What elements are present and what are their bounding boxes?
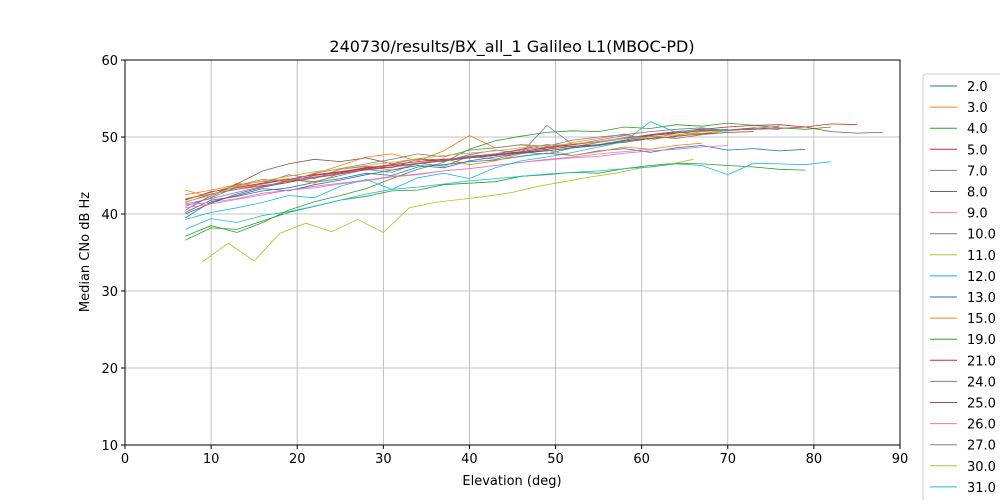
legend-label: 25.0 xyxy=(967,397,996,412)
series-line-4.0 xyxy=(185,162,806,241)
series-lines xyxy=(185,121,883,263)
series-line-19.0 xyxy=(185,122,832,237)
legend-label: 9.0 xyxy=(967,207,988,222)
x-tick-label: 40 xyxy=(461,452,478,467)
x-tick-label: 10 xyxy=(203,452,220,467)
x-tick-label: 70 xyxy=(720,452,737,467)
y-axis-label: Median CNo dB Hz xyxy=(78,192,93,312)
legend-label: 3.0 xyxy=(967,101,988,116)
series-line-25.0 xyxy=(185,126,883,215)
x-tick-label: 20 xyxy=(289,452,306,467)
legend-label: 7.0 xyxy=(967,164,988,179)
x-tick-label: 30 xyxy=(375,452,392,467)
series-line-26.0 xyxy=(185,148,651,209)
y-tick-label: 40 xyxy=(101,208,118,223)
legend-label: 21.0 xyxy=(967,354,996,369)
y-tick-label: 20 xyxy=(101,362,118,377)
series-line-27.0 xyxy=(185,125,780,200)
legend-label: 11.0 xyxy=(967,249,996,264)
series-line-12.0 xyxy=(185,161,832,230)
legend-label: 5.0 xyxy=(967,143,988,158)
series-line-21.0 xyxy=(185,123,857,201)
series-line-2.0 xyxy=(185,145,806,213)
y-tick-label: 50 xyxy=(101,131,118,146)
plot-frame xyxy=(124,59,901,446)
legend-label: 15.0 xyxy=(967,312,996,327)
legend-label: 12.0 xyxy=(967,270,996,285)
x-tick-label: 80 xyxy=(806,452,823,467)
legend-label: 19.0 xyxy=(967,333,996,348)
y-tick-label: 60 xyxy=(101,54,118,69)
x-tick-label: 60 xyxy=(633,452,650,467)
legend: 2.0 3.0 4.0 5.0 7.0 8.0 9.0 10.0 11.0 12.0 13.0 15.… xyxy=(922,73,1000,504)
legend-label: 8.0 xyxy=(967,186,988,201)
series-line-13.0 xyxy=(185,136,677,219)
legend-label: 31.0 xyxy=(967,481,996,496)
legend-label: 4.0 xyxy=(967,122,988,137)
legend-label: 30.0 xyxy=(967,460,996,475)
legend-label: 2.0 xyxy=(967,80,988,95)
legend-label: 24.0 xyxy=(967,375,996,390)
series-line-15.0 xyxy=(185,129,728,198)
x-axis-label: Elevation (deg) xyxy=(462,474,561,489)
series-line-30.0 xyxy=(185,130,728,203)
legend-label: 13.0 xyxy=(967,291,996,306)
y-tick-label: 30 xyxy=(101,285,118,300)
series-line-8.0 xyxy=(185,127,780,211)
chart-title: 240730/results/BX_all_1 Galileo L1(MBOC-… xyxy=(329,37,694,57)
series-line-11.0 xyxy=(202,158,694,263)
legend-label: 10.0 xyxy=(967,228,996,243)
legend-frame xyxy=(922,73,1000,504)
y-tick-label: 10 xyxy=(101,439,118,454)
x-tick-label: 0 xyxy=(121,452,129,467)
x-tick-label: 50 xyxy=(547,452,564,467)
x-tick-label: 90 xyxy=(892,452,909,467)
legend-label: 27.0 xyxy=(967,439,996,454)
legend-label: 26.0 xyxy=(967,418,996,433)
series-line-31.0 xyxy=(185,121,728,220)
